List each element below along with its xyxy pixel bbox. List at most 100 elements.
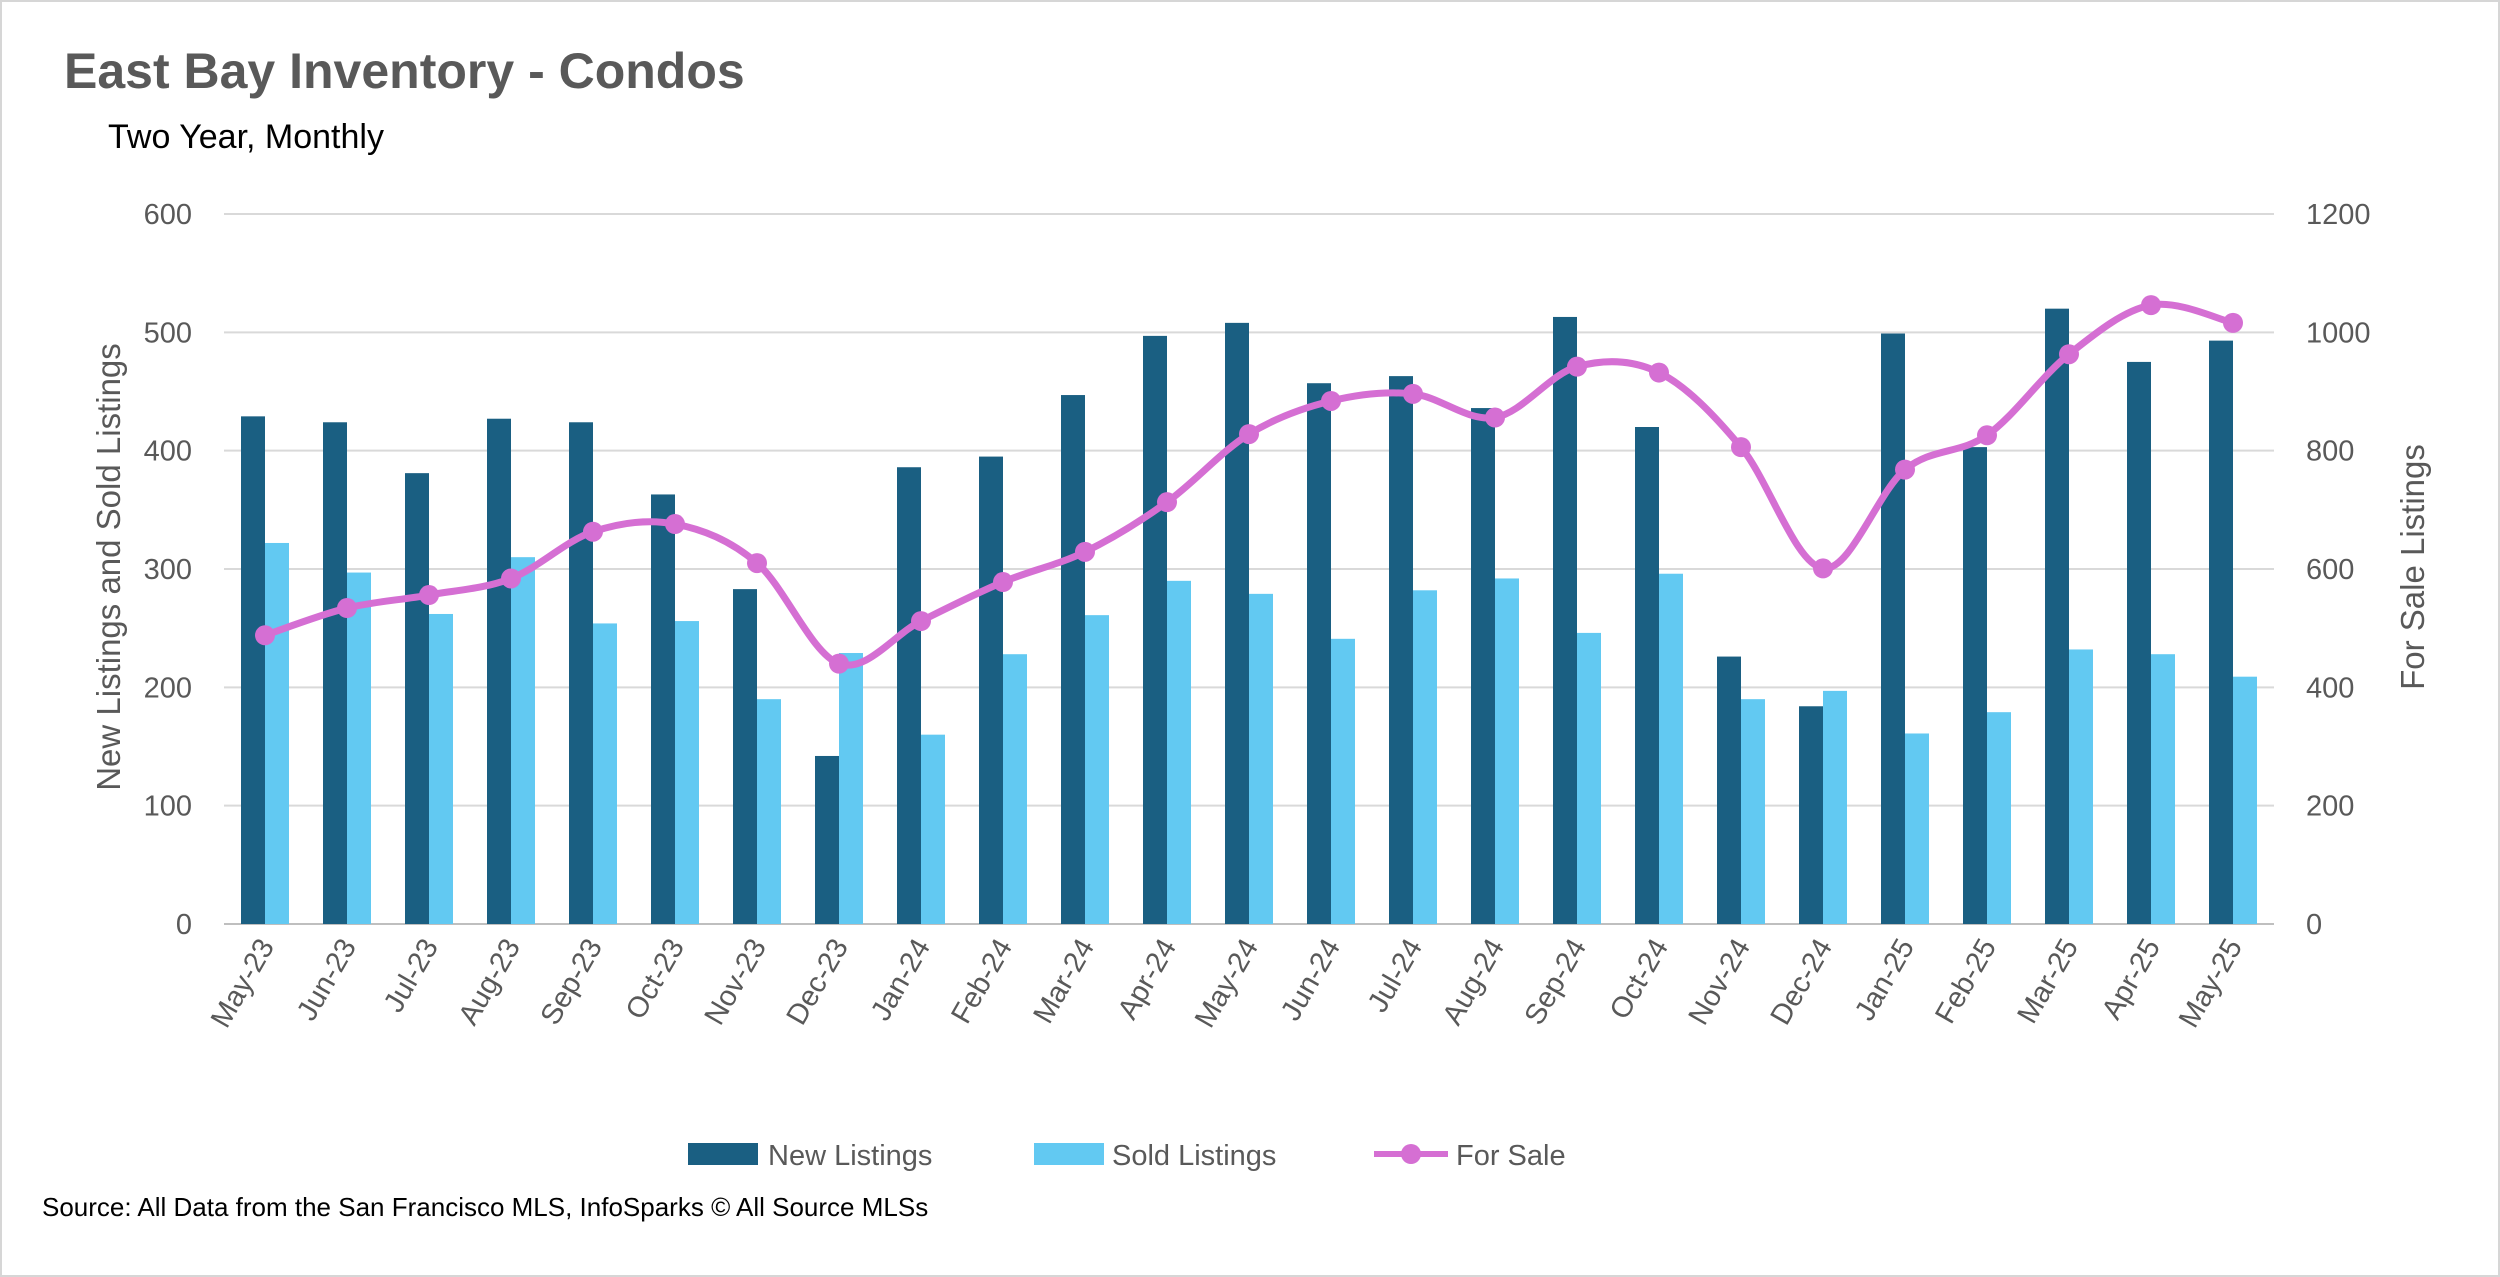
x-tick-label: Jul-23 [378,934,445,1018]
bar-sold-listings [265,542,289,924]
x-tick-label: Aug-24 [1437,934,1511,1031]
bar-sold-listings [2069,649,2093,924]
right-tick-label: 1000 [2306,317,2371,349]
legend-swatch-sold-listings [1034,1143,1104,1165]
x-tick-label: May-24 [1189,934,1265,1034]
bar-new-listings [1307,383,1331,924]
point-for-sale [2141,295,2161,316]
bar-new-listings [487,418,511,924]
bar-sold-listings [839,653,863,924]
point-for-sale [993,572,1013,593]
point-for-sale [501,568,521,589]
point-for-sale [255,625,275,646]
point-for-sale [2223,312,2243,333]
point-for-sale [419,585,439,606]
bar-new-listings [1717,656,1741,924]
bar-new-listings [1389,376,1413,924]
x-tick-label: Feb-25 [1929,934,2003,1030]
bar-new-listings [323,422,347,924]
left-axis-label: New Listings and Sold Listings [90,343,127,791]
right-tick-label: 1200 [2306,199,2371,231]
chart-title: East Bay Inventory - Condos [64,43,745,99]
point-for-sale [1895,459,1915,480]
bar-new-listings [2127,361,2151,925]
point-for-sale [1157,492,1177,513]
legend-label-for-sale: For Sale [1456,1140,1566,1172]
right-axis-ticks: 0 200 400 600 800 1000 1200 [2306,199,2371,941]
bar-sold-listings [1085,615,1109,924]
bar-new-listings [651,494,675,924]
bar-sold-listings [757,699,781,924]
bars [241,308,2257,925]
point-for-sale [1403,383,1423,404]
bar-sold-listings [1003,654,1027,924]
x-tick-label: May-25 [2173,934,2249,1034]
left-tick-label: 100 [144,791,192,823]
right-tick-label: 200 [2306,791,2354,823]
legend-label-new-listings: New Listings [768,1140,932,1172]
bar-new-listings [241,416,265,924]
chart-subtitle: Two Year, Monthly [108,118,384,156]
bar-new-listings [569,422,593,924]
bar-sold-listings [429,613,453,924]
point-for-sale [1567,356,1587,377]
bar-new-listings [1061,395,1085,924]
x-tick-label: Feb-24 [945,934,1019,1030]
x-axis-tick-labels: May-23 Jun-23 Jul-23 Aug-23 Sep-23 Oct-23 Nov-… [205,934,2249,1034]
x-tick-label: Jan-25 [1849,934,1921,1027]
point-for-sale [1649,362,1669,383]
bar-sold-listings [2233,676,2257,924]
left-tick-label: 200 [144,672,192,704]
bar-sold-listings [675,621,699,924]
bar-new-listings [1881,333,1905,924]
bar-new-listings [1963,447,1987,924]
bar-sold-listings [511,557,535,924]
x-tick-label: Oct-24 [1604,934,1675,1025]
legend-marker-for-sale [1401,1144,1421,1164]
bar-sold-listings [1987,712,2011,924]
x-tick-label: Sep-23 [535,934,609,1031]
bar-new-listings [897,467,921,924]
bar-sold-listings [1741,699,1765,924]
bar-sold-listings [1495,578,1519,924]
right-tick-label: 0 [2306,909,2322,941]
legend: New Listings Sold Listings For Sale [688,1140,1566,1172]
x-tick-label: Oct-23 [620,934,691,1025]
bar-new-listings [1471,408,1495,925]
point-for-sale [337,598,357,619]
bar-sold-listings [1331,638,1355,924]
bar-sold-listings [347,572,371,924]
point-for-sale [2059,344,2079,365]
point-for-sale [583,521,603,542]
right-tick-label: 600 [2306,554,2354,586]
point-for-sale [1977,425,1997,446]
bar-new-listings [1143,335,1167,925]
bar-sold-listings [1249,593,1273,924]
bar-new-listings [1799,706,1823,924]
x-tick-label: Jun-23 [291,934,363,1027]
right-tick-label: 400 [2306,672,2354,704]
point-for-sale [829,653,849,674]
point-for-sale [1813,558,1833,579]
bar-sold-listings [1577,632,1601,924]
bar-sold-listings [1413,590,1437,924]
x-tick-label: Dec-23 [781,934,855,1031]
x-tick-label: Apr-24 [1112,934,1183,1025]
right-axis-label: For Sale Listings [2394,444,2431,690]
bar-new-listings [815,755,839,924]
bar-new-listings [733,589,757,924]
point-for-sale [665,514,685,535]
point-for-sale [911,611,931,632]
point-for-sale [747,553,767,574]
for-sale-line-layer [255,295,2243,674]
x-tick-label: Dec-24 [1765,934,1839,1031]
bar-new-listings [2209,340,2233,924]
left-tick-label: 500 [144,317,192,349]
point-for-sale [1239,424,1259,445]
bar-sold-listings [1659,573,1683,924]
bar-sold-listings [1905,733,1929,924]
bar-sold-listings [921,734,945,924]
x-tick-label: Nov-23 [699,934,773,1031]
x-tick-label: Apr-25 [2096,934,2167,1025]
